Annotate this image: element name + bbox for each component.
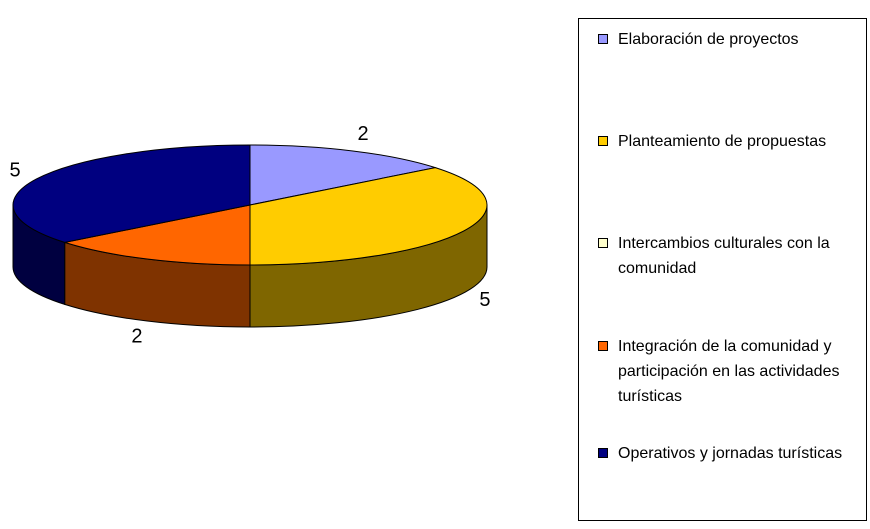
data-label: 5	[10, 159, 21, 181]
legend-swatch	[598, 136, 608, 146]
legend-swatch	[598, 238, 608, 248]
legend-label: Elaboración de proyectos	[618, 31, 799, 48]
slice	[62, 204, 251, 266]
legend-swatch	[598, 34, 608, 44]
slice	[249, 167, 488, 266]
legend-label: Integración de la comunidad y participac…	[618, 338, 840, 405]
legend-label: Operativos y jornadas turísticas	[618, 445, 843, 462]
legend-entry: Intercambios culturales con la comunidad	[598, 231, 860, 281]
slice	[12, 144, 251, 243]
legend-label: Planteamiento de propuestas	[618, 133, 827, 150]
legend-entry: Planteamiento de propuestas	[598, 129, 860, 154]
legend: Elaboración de proyectos Planteamiento de…	[578, 18, 867, 521]
legend-entry: Integración de la comunidad y participac…	[598, 334, 860, 409]
legend-swatch	[598, 341, 608, 351]
data-label: 5	[479, 289, 490, 311]
legend-swatch	[598, 448, 608, 458]
legend-label: Intercambios culturales con la comunidad	[618, 235, 830, 277]
data-label: 2	[358, 123, 369, 145]
pie-area: 2 5 2 5	[10, 123, 491, 348]
slice	[249, 144, 438, 206]
legend-entry: Operativos y jornadas turísticas	[598, 441, 860, 466]
legend-entry: Elaboración de proyectos	[598, 27, 860, 52]
data-label: 2	[131, 326, 142, 348]
